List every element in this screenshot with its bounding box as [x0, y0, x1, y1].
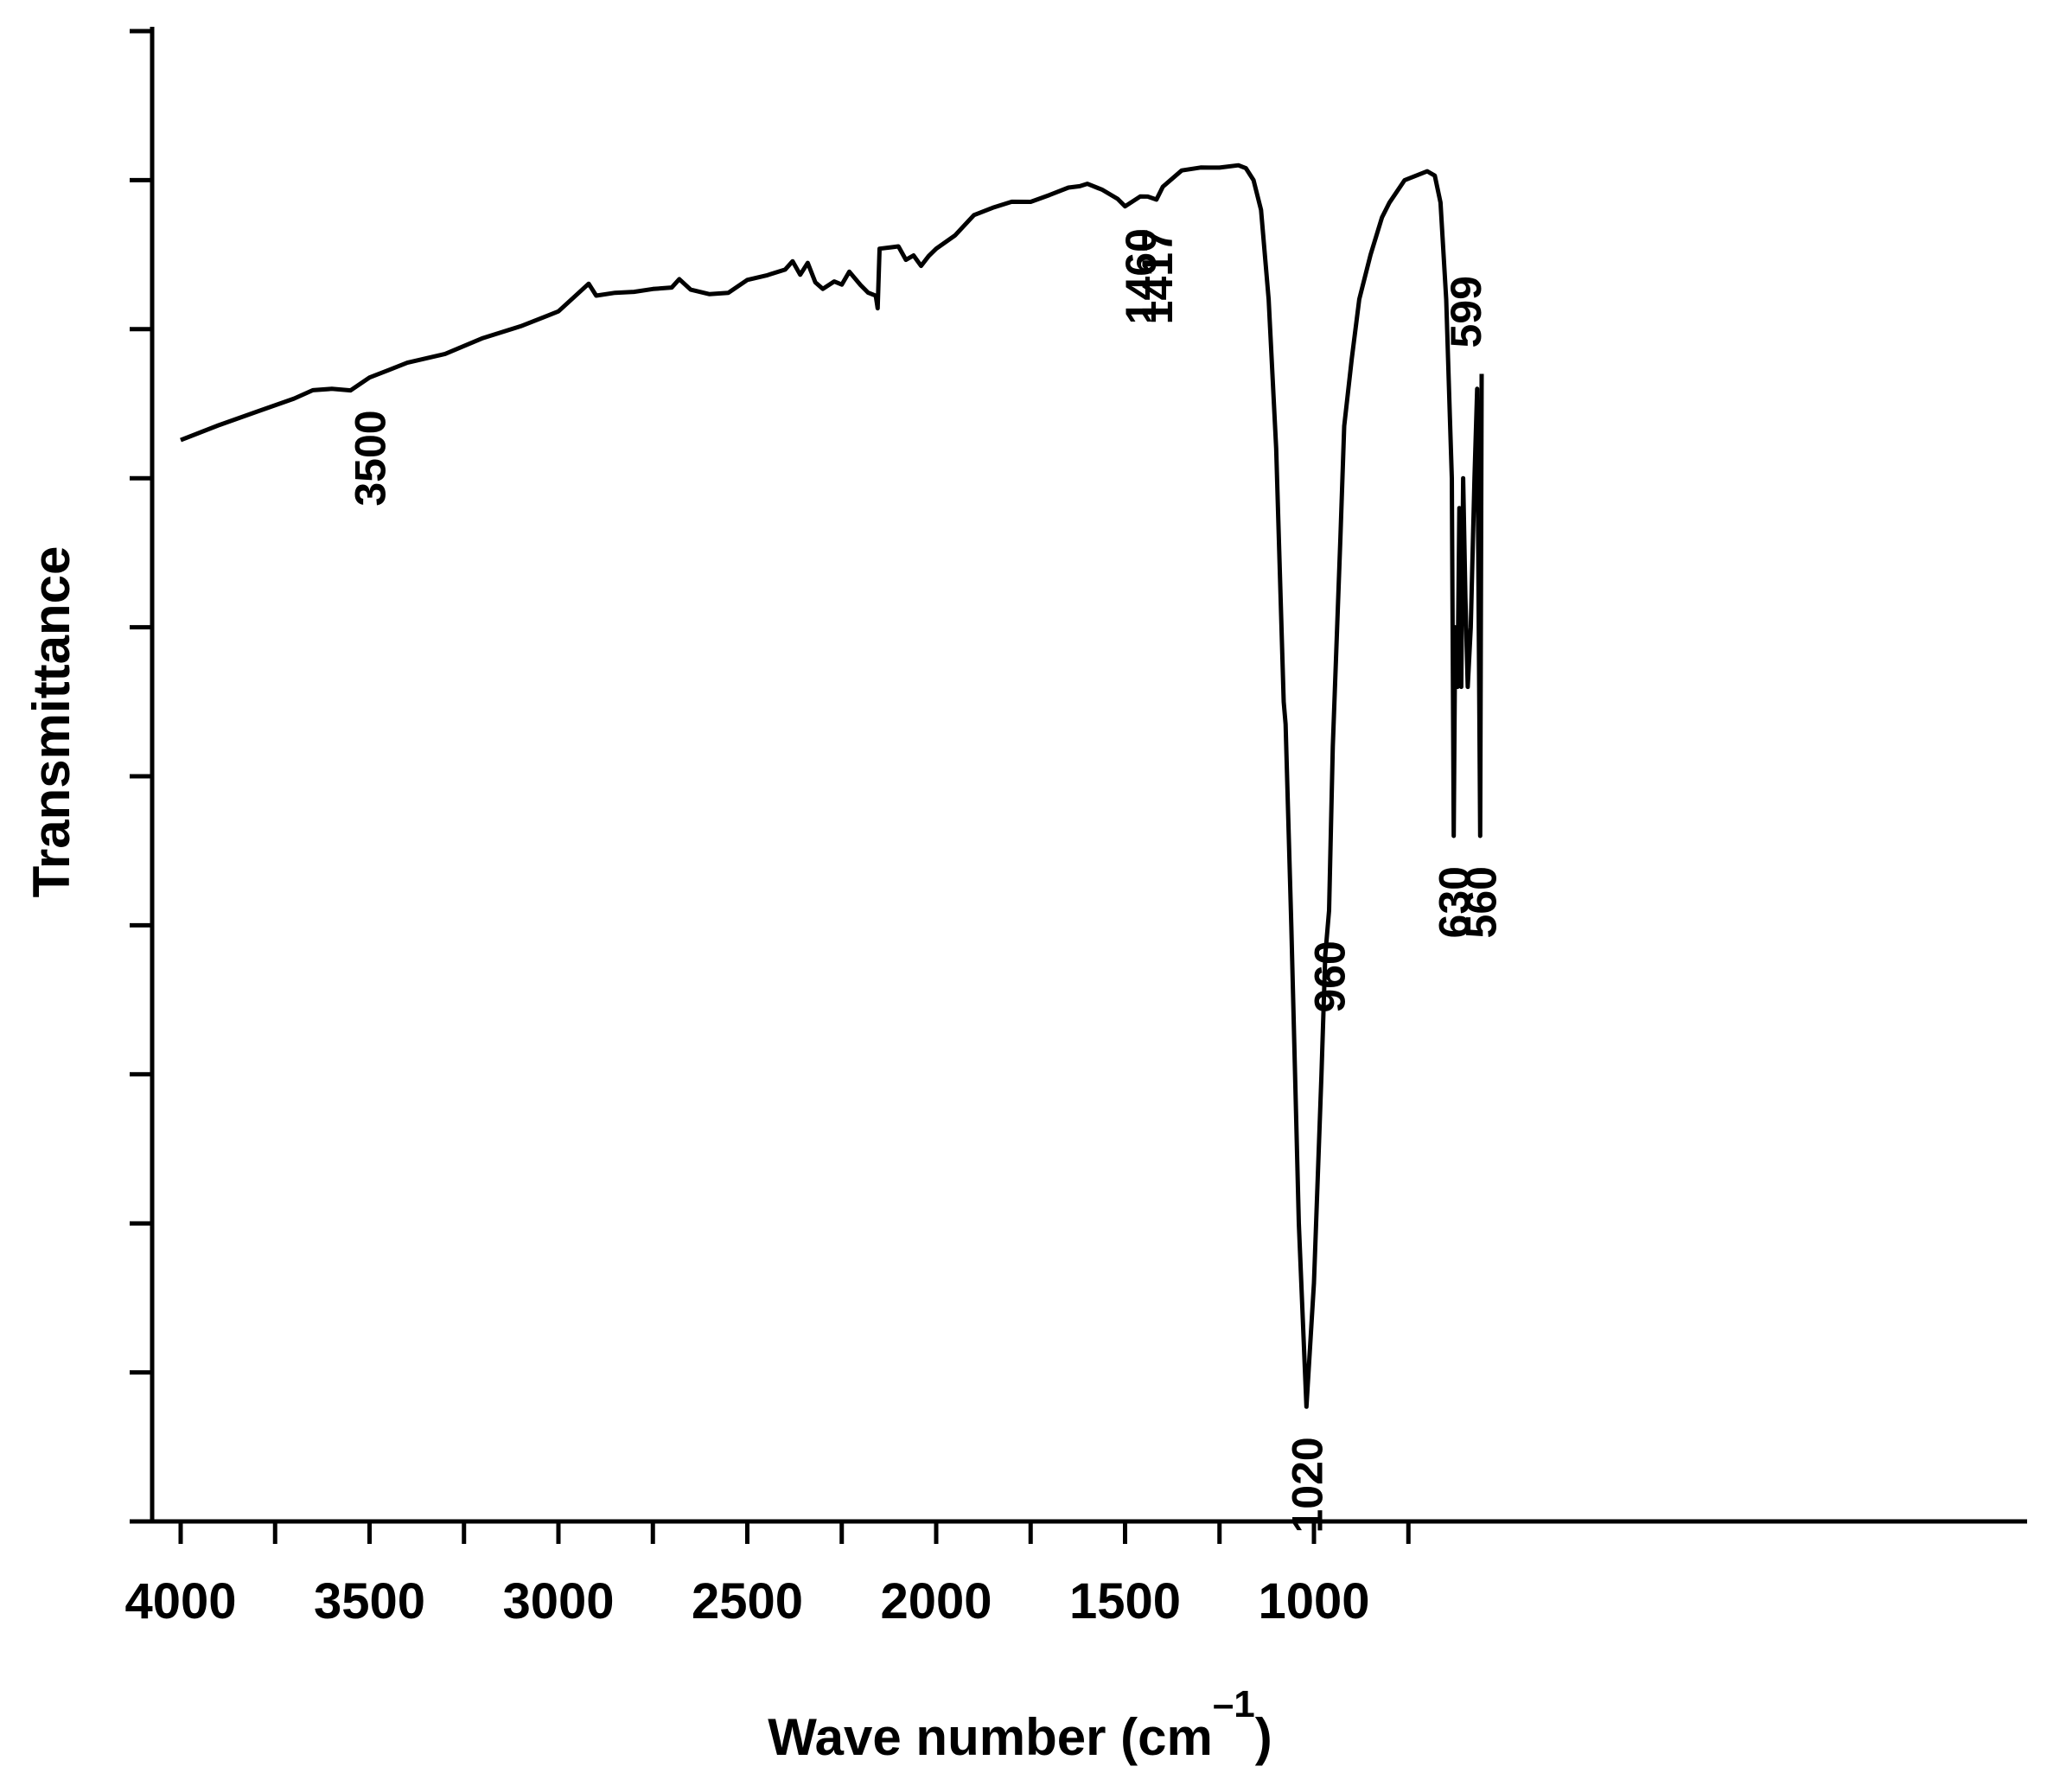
- y-axis-title: Transmittance: [22, 546, 80, 898]
- x-tick-label: 2000: [880, 1573, 992, 1629]
- peak-label-960: 960: [1306, 941, 1355, 1012]
- series-group: [180, 163, 1484, 1409]
- x-axis-title: Wave number (cm–1): [768, 1683, 1272, 1766]
- spectrum-line: [180, 163, 1484, 1409]
- x-tick-label: 1500: [1069, 1573, 1181, 1629]
- x-tick-label: 3000: [502, 1573, 614, 1629]
- peak-label-3500: 3500: [347, 410, 395, 506]
- axes-group: [130, 27, 2027, 1524]
- x-tick-label: 1000: [1258, 1573, 1369, 1629]
- peak-label-630: 630: [1431, 866, 1479, 938]
- x-tick-label: 2500: [692, 1573, 803, 1629]
- peak-label-560: 560: [1457, 866, 1505, 938]
- peak-label-1417: 1417: [1133, 228, 1182, 324]
- peak-label-1020: 1020: [1283, 1437, 1331, 1533]
- ticks-group: 4000 3500 3000 2500 2000 1500 1000: [124, 29, 1411, 1629]
- x-tick-label: 4000: [124, 1573, 236, 1629]
- peak-label-1460: 1460: [1117, 228, 1165, 324]
- peak-label-599: 599: [1442, 276, 1490, 348]
- x-tick-label: 3500: [314, 1573, 425, 1629]
